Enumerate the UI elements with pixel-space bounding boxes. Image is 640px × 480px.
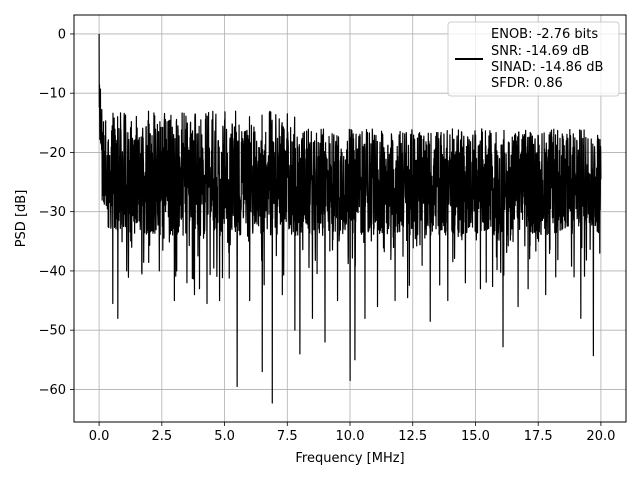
- y-tick-label: −20: [39, 146, 66, 161]
- legend-sfdr: SFDR: 0.86: [491, 76, 563, 91]
- series-psd: [98, 33, 602, 404]
- y-tick-label: 0: [58, 27, 66, 42]
- legend-snr: SNR: -14.69 dB: [491, 44, 589, 59]
- x-tick-label: 7.5: [277, 429, 298, 444]
- psd-line: [98, 33, 602, 404]
- legend-box: [447, 21, 620, 97]
- y-tick-label: −10: [39, 87, 66, 102]
- legend-enob: ENOB: -2.76 bits: [491, 27, 598, 42]
- y-tick-label: −40: [39, 264, 66, 279]
- x-tick-label: 0.0: [89, 429, 110, 444]
- x-tick-label: 5.0: [214, 429, 235, 444]
- y-tick-label: −30: [39, 205, 66, 220]
- x-tick-label: 15.0: [461, 429, 490, 444]
- x-tick-label: 12.5: [398, 429, 427, 444]
- legend: ENOB: -2.76 bits SNR: -14.69 dB SINAD: -…: [447, 21, 620, 97]
- x-tick-label: 20.0: [586, 429, 615, 444]
- x-axis-label: Frequency [MHz]: [295, 451, 404, 466]
- y-tick-label: −60: [39, 383, 66, 398]
- y-axis-label: PSD [dB]: [14, 190, 29, 248]
- x-tick-label: 17.5: [524, 429, 553, 444]
- x-axis-ticks: 0.0 2.5 5.0 7.5 10.0 12.5 15.0 17.5 20.0: [89, 422, 615, 444]
- y-tick-label: −50: [39, 324, 66, 339]
- legend-sinad: SINAD: -14.86 dB: [491, 60, 603, 75]
- x-tick-label: 10.0: [336, 429, 365, 444]
- x-tick-label: 2.5: [151, 429, 172, 444]
- y-axis-ticks: 0 −10 −20 −30 −40 −50 −60: [39, 27, 74, 398]
